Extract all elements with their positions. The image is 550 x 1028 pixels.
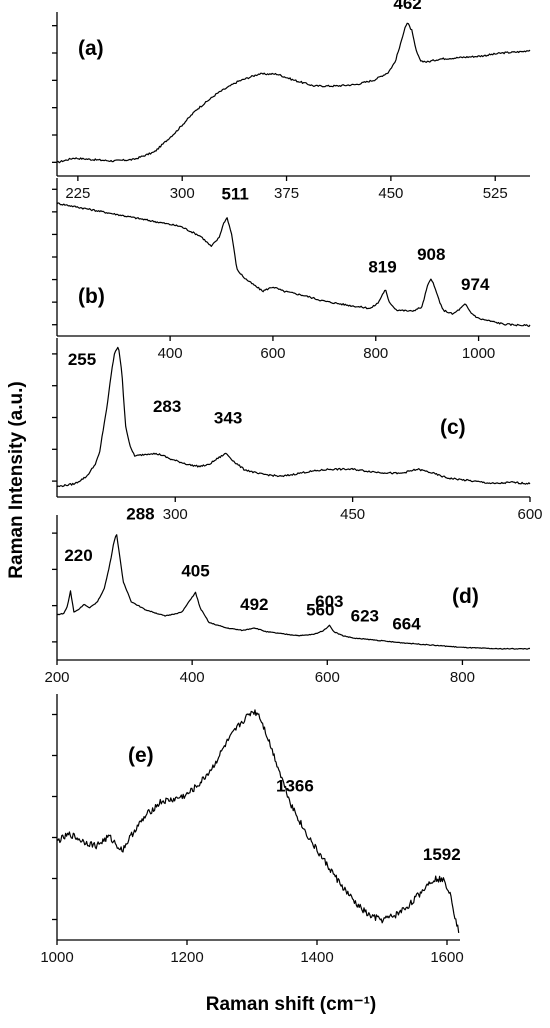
panel-c: 300 450 600 (c) 255 283 343 <box>52 338 543 523</box>
panel-label-a: (a) <box>78 37 104 60</box>
peak-label-e: 1592 <box>423 845 461 864</box>
x-tick-label-a: 375 <box>274 185 299 202</box>
x-tick-label-d: 400 <box>180 669 205 686</box>
x-tick-label-e: 1600 <box>430 949 463 966</box>
peak-label-a: 462 <box>393 0 421 13</box>
x-tick-label-a: 450 <box>378 185 403 202</box>
panel-label-d: (d) <box>452 585 479 608</box>
panel-b: 400 600 800 1000 (b) 511 819 908 974 <box>52 178 531 362</box>
x-tick-label-e: 1000 <box>40 949 73 966</box>
x-tick-label-b: 800 <box>363 345 388 362</box>
x-tick-label-c: 450 <box>340 506 365 523</box>
peak-label-d: 405 <box>181 561 209 580</box>
peak-label-b: 819 <box>368 258 396 277</box>
x-tick-label-d: 600 <box>315 669 340 686</box>
peak-label-c: 343 <box>214 408 242 427</box>
x-tick-label-e: 1400 <box>300 949 333 966</box>
peak-label-d: 623 <box>351 607 379 626</box>
panel-label-b: (b) <box>78 285 105 308</box>
x-tick-label-c: 600 <box>517 506 542 523</box>
x-tick-label-e: 1200 <box>170 949 203 966</box>
x-tick-label-c: 300 <box>163 506 188 523</box>
x-tick-label-b: 600 <box>260 345 285 362</box>
x-tick-label-d: 800 <box>450 669 475 686</box>
peak-label-b: 511 <box>221 185 248 204</box>
panel-label-e: (e) <box>128 744 154 767</box>
peak-label-d: 603 <box>315 592 343 611</box>
peak-label-d: 560 <box>306 601 334 620</box>
peak-label-b: 908 <box>417 245 445 264</box>
spectrum-line-a <box>56 22 531 164</box>
panel-label-c: (c) <box>440 416 466 439</box>
x-tick-label-d: 200 <box>44 669 69 686</box>
peak-label-d: 220 <box>64 546 92 565</box>
x-tick-label-b: 1000 <box>462 345 495 362</box>
spectra-panels: 225 300 375 450 525 (a) 462 400 600 800 1000 (b) 511… <box>40 0 542 966</box>
spectrum-line-e <box>56 709 460 933</box>
peak-label-d: 664 <box>392 615 421 634</box>
x-tick-label-a: 225 <box>65 185 90 202</box>
y-axis-title: Raman Intensity (a.u.) <box>6 381 27 578</box>
peak-label-c: 255 <box>68 350 96 369</box>
peak-label-c: 283 <box>153 397 181 416</box>
x-tick-label-a: 300 <box>170 185 195 202</box>
x-tick-label-a: 525 <box>483 185 508 202</box>
spectrum-line-d <box>56 534 531 650</box>
spectrum-line-c <box>56 346 531 488</box>
peak-label-b: 974 <box>461 275 490 294</box>
peak-label-d: 288 <box>126 504 154 523</box>
x-tick-label-b: 400 <box>158 345 183 362</box>
spectrum-line-b <box>56 202 531 328</box>
panel-e: 1000 1200 1400 1600 (e) 1366 1592 <box>40 694 464 966</box>
panel-a: 225 300 375 450 525 (a) 462 <box>52 0 531 202</box>
x-axis-title: Raman shift (cm⁻¹) <box>206 994 377 1015</box>
peak-label-e: 1366 <box>276 777 314 796</box>
peak-label-d: 492 <box>240 595 268 614</box>
